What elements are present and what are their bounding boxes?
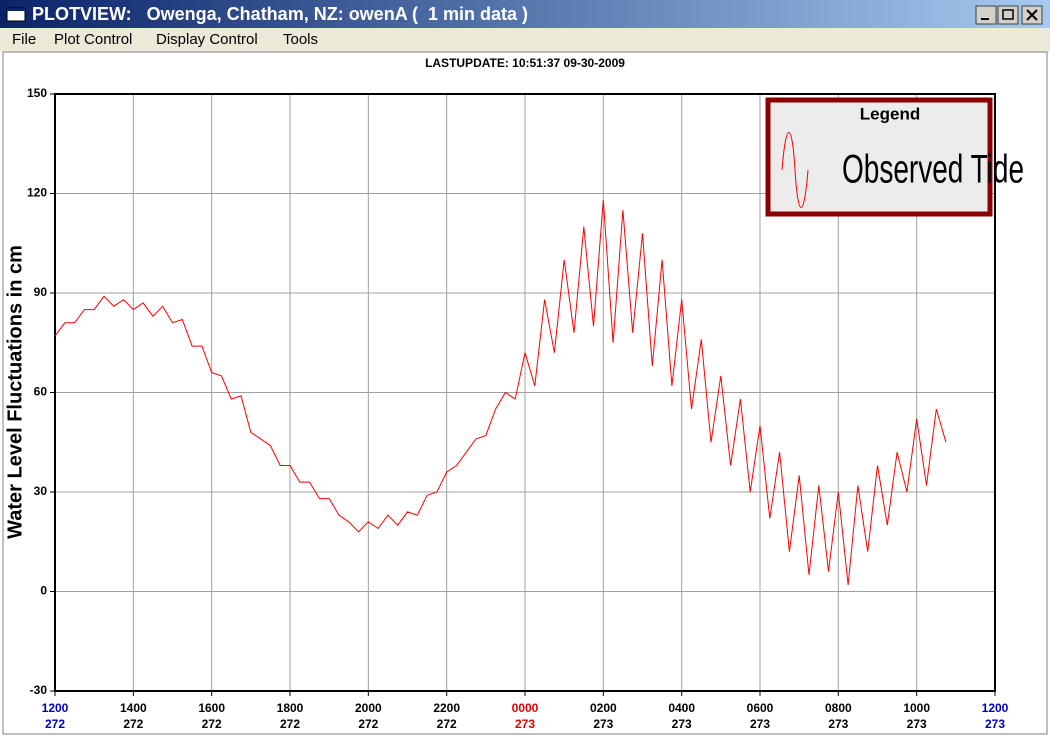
maximize-icon <box>1002 9 1014 20</box>
menu-item[interactable]: Tools <box>283 31 318 48</box>
close-icon <box>1026 9 1038 21</box>
y-tick-label: 120 <box>27 186 47 200</box>
x-tick-label: 0400 <box>668 701 695 715</box>
x-tick-label: 0600 <box>747 701 774 715</box>
legend-title: Legend <box>860 104 920 123</box>
x-tick-day: 272 <box>45 717 65 731</box>
x-tick-day: 272 <box>280 717 300 731</box>
y-axis-label: Water Level Fluctuations in cm <box>4 245 26 539</box>
x-tick-day: 273 <box>672 717 692 731</box>
maximize-button[interactable] <box>997 5 1019 25</box>
menu-item[interactable]: Plot Control <box>54 31 132 48</box>
title-bar <box>0 0 1050 28</box>
x-tick-label: 0200 <box>590 701 617 715</box>
x-tick-label: 1000 <box>903 701 930 715</box>
x-tick-day: 273 <box>515 717 535 731</box>
y-tick-label: 60 <box>34 385 48 399</box>
y-tick-label: 150 <box>27 86 47 100</box>
menu-item[interactable]: Display Control <box>156 31 258 48</box>
x-tick-day: 272 <box>202 717 222 731</box>
x-tick-day: 272 <box>437 717 457 731</box>
window-title: PLOTVIEW: Owenga, Chatham, NZ: owenA ( 1… <box>32 4 528 24</box>
x-tick-label: 0000 <box>512 701 539 715</box>
x-tick-label: 0800 <box>825 701 852 715</box>
legend-label: Observed Tide <box>842 148 1024 192</box>
x-tick-label: 1400 <box>120 701 147 715</box>
x-tick-day: 273 <box>828 717 848 731</box>
x-tick-day: 272 <box>358 717 378 731</box>
menu-item[interactable]: File <box>12 31 36 48</box>
y-tick-label: -30 <box>30 683 48 697</box>
x-tick-label: 2000 <box>355 701 382 715</box>
menu-bar <box>0 28 1050 52</box>
data-line <box>54 200 947 585</box>
chart-subtitle: LASTUPDATE: 10:51:37 09-30-2009 <box>425 56 625 70</box>
x-tick-day: 273 <box>985 717 1005 731</box>
app-icon-bar <box>7 8 25 11</box>
x-tick-day: 273 <box>593 717 613 731</box>
x-tick-label: 1200 <box>982 701 1009 715</box>
y-tick-label: 90 <box>34 285 48 299</box>
plot-frame <box>54 93 996 692</box>
x-tick-label: 1600 <box>198 701 225 715</box>
window-buttons <box>975 5 1043 25</box>
x-tick-day: 272 <box>123 717 143 731</box>
y-tick-label: 0 <box>40 584 47 598</box>
x-tick-day: 273 <box>750 717 770 731</box>
x-tick-label: 1200 <box>42 701 69 715</box>
minimize-button[interactable] <box>975 5 997 25</box>
x-tick-day: 273 <box>907 717 927 731</box>
y-tick-label: 30 <box>34 484 48 498</box>
legend-swatch <box>781 132 809 208</box>
x-tick-label: 1800 <box>277 701 304 715</box>
x-tick-label: 2200 <box>433 701 460 715</box>
